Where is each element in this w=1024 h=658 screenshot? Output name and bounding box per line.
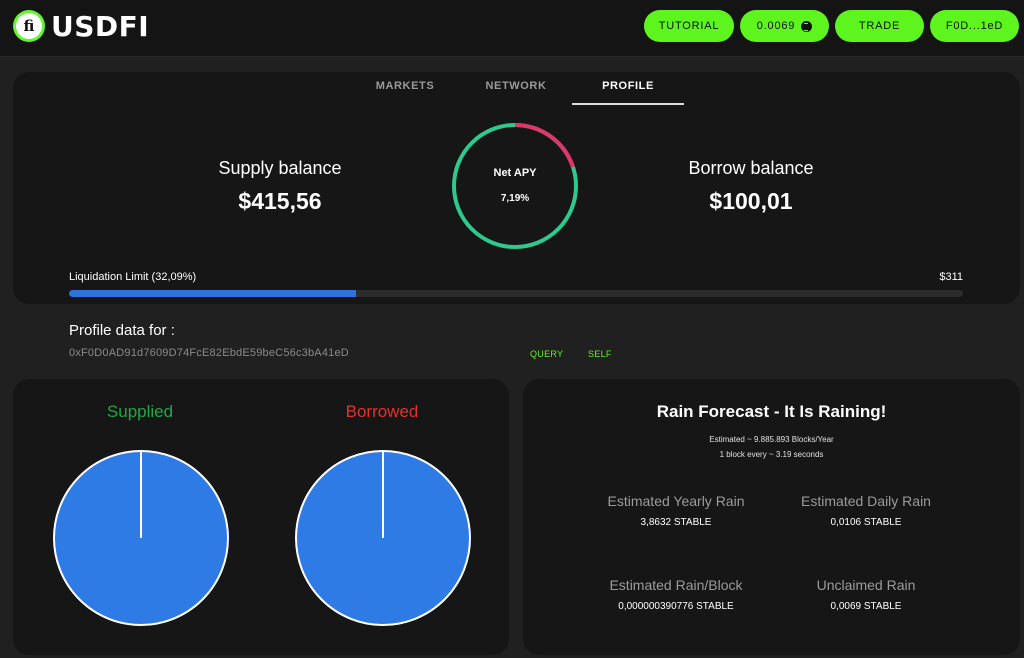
apy-ring-arc xyxy=(452,123,578,249)
top-header: fi USDFI TUTORIAL 0.0069 TRADE F0D...1eD xyxy=(0,0,1024,57)
wallet-button[interactable]: F0D...1eD xyxy=(930,10,1019,42)
token-price-label: 0.0069 xyxy=(756,20,796,32)
supplied-pie-chart[interactable] xyxy=(52,449,230,627)
yearly-rain-label: Estimated Yearly Rain xyxy=(607,493,745,509)
unclaimed-rain-value: 0,0069 STABLE xyxy=(830,601,902,612)
rain-forecast-title: Rain Forecast - It Is Raining! xyxy=(656,402,887,421)
borrow-balance-value: $100,01 xyxy=(709,188,793,214)
logo-badge-icon: fi xyxy=(13,10,45,42)
rain-forecast-panel xyxy=(523,379,1020,655)
rain-block-interval: 1 block every ~ 3.19 seconds xyxy=(719,450,824,459)
supply-balance-label: Supply balance xyxy=(218,158,342,178)
rain-per-block-value: 0,000000390776 STABLE xyxy=(618,601,734,612)
profile-address: 0xF0D0AD91d7609D74FcE82EbdE59beC56c3bA41… xyxy=(69,347,349,359)
yearly-rain-value: 3,8632 STABLE xyxy=(640,517,712,528)
tutorial-button-label: TUTORIAL xyxy=(658,20,720,32)
net-apy-value: 7,19% xyxy=(500,193,530,204)
tutorial-button[interactable]: TUTORIAL xyxy=(644,10,734,42)
query-link[interactable]: QUERY xyxy=(530,349,564,359)
net-apy-ring xyxy=(452,123,578,249)
liquidation-limit-max: $311 xyxy=(939,271,963,283)
liquidation-progress-bar xyxy=(69,290,963,297)
self-link[interactable]: SELF xyxy=(588,349,612,359)
rain-per-block-label: Estimated Rain/Block xyxy=(609,577,743,593)
logo-text: USDFI xyxy=(51,9,150,43)
liquidation-limit-label: Liquidation Limit (32,09%) xyxy=(69,271,197,283)
active-tab-underline xyxy=(572,103,684,105)
daily-rain-value: 0,0106 STABLE xyxy=(830,517,902,528)
usdfi-logo[interactable]: fi USDFI xyxy=(13,9,149,43)
wallet-address-label: F0D...1eD xyxy=(945,20,1004,32)
token-price-button[interactable]: 0.0069 xyxy=(740,10,829,42)
logo-letter: fi xyxy=(16,13,42,39)
supplied-title: Supplied xyxy=(106,402,174,421)
rain-blocks-per-year: Estimated ~ 9.885.893 Blocks/Year xyxy=(709,435,834,444)
trade-button-label: TRADE xyxy=(858,20,901,32)
unclaimed-rain-label: Unclaimed Rain xyxy=(816,577,916,593)
tab-network[interactable]: NETWORK xyxy=(485,80,547,92)
stable-coin-icon xyxy=(801,20,813,32)
borrow-balance-label: Borrow balance xyxy=(688,158,814,178)
supply-balance-value: $415,56 xyxy=(238,188,322,214)
summary-panel xyxy=(13,72,1020,304)
tab-markets[interactable]: MARKETS xyxy=(375,80,435,92)
profile-data-title: Profile data for : xyxy=(69,322,175,339)
borrowed-title: Borrowed xyxy=(345,402,419,421)
daily-rain-label: Estimated Daily Rain xyxy=(801,493,931,509)
liquidation-progress-fill xyxy=(69,290,356,297)
net-apy-label: Net APY xyxy=(493,167,537,179)
trade-button[interactable]: TRADE xyxy=(835,10,924,42)
borrowed-pie-chart[interactable] xyxy=(294,449,472,627)
tab-profile[interactable]: PROFILE xyxy=(602,80,654,92)
